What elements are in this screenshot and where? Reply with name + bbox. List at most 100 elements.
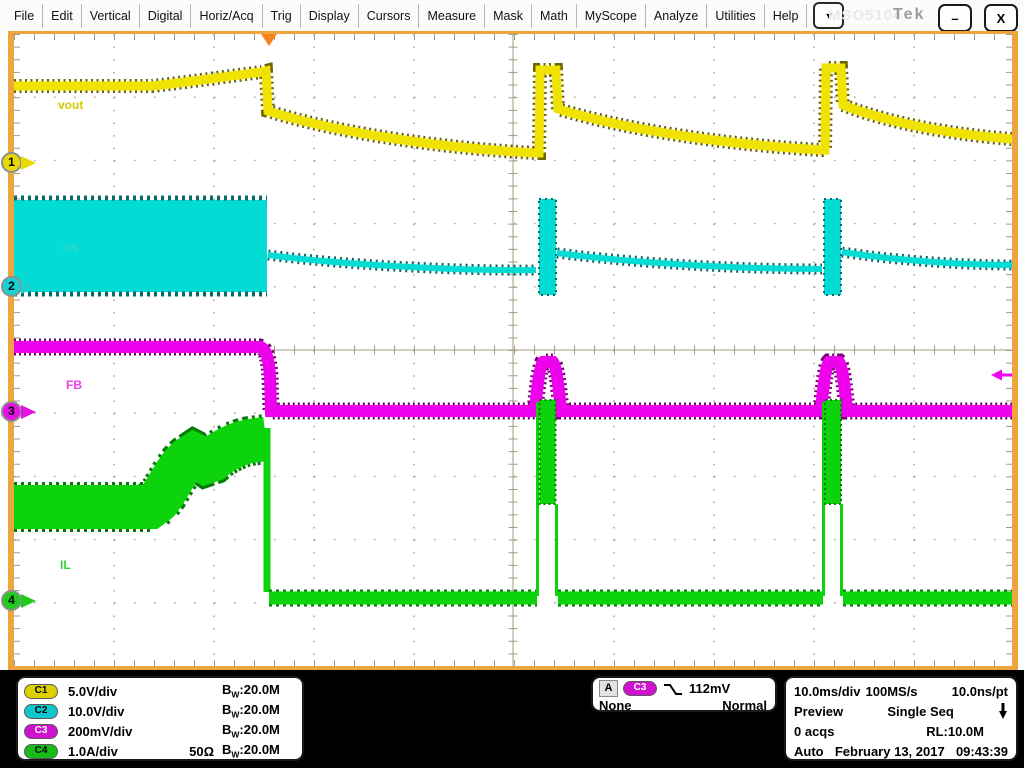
ch2-reference-marker[interactable]: 2 [1, 276, 22, 297]
menu-separator [484, 3, 486, 28]
readout-bar: C1 5.0V/div BW:20.0M C2 10.0V/div BW:20.… [0, 670, 1024, 768]
falling-edge-icon [663, 681, 683, 697]
menu-item-edit[interactable]: Edit [51, 8, 73, 23]
menu-item-help[interactable]: Help [772, 8, 799, 23]
menu-item-digital[interactable]: Digital [147, 8, 183, 23]
ch1-label: vout [58, 98, 84, 112]
ch2-scale: 10.0V/div [68, 703, 125, 719]
trigger-mode: Normal [722, 697, 767, 713]
trigger-channel-pill[interactable]: C3 [623, 681, 657, 696]
acqs-count: 0 acqs [794, 723, 835, 739]
ch3-scale: 200mV/div [68, 723, 133, 739]
model-label: MSO5104 [828, 7, 903, 24]
trigger-mode-row: None Normal [599, 697, 767, 713]
close-button[interactable]: X [984, 4, 1018, 32]
ch1-scale: 5.0V/div [68, 683, 118, 699]
trigger-level-icon[interactable] [991, 369, 1012, 381]
trigger-holdoff: None [599, 697, 632, 713]
menu-item-measure[interactable]: Measure [427, 8, 477, 23]
acqs-row: 0 acqs RL:10.0M [794, 721, 1008, 741]
menu-separator [80, 3, 82, 28]
resolution-value: 10.0ns/pt [951, 683, 1008, 699]
menu-item-display[interactable]: Display [308, 8, 350, 23]
acq-state-row: Preview Single Seq [794, 701, 1008, 721]
ch2-readout-row: C2 10.0V/div BW:20.0M [24, 701, 294, 721]
trigger-level-value: 112mV [689, 681, 731, 696]
ch4-impedance: 50Ω [189, 743, 214, 759]
timing-readout-box: 10.0ms/div 100MS/s 10.0ns/pt Preview Sin… [784, 676, 1018, 761]
menu-item-cursors[interactable]: Cursors [366, 8, 411, 23]
ch2-bandwidth: BW:20.0M [222, 702, 280, 720]
record-length: RL:10.0M [926, 723, 984, 739]
ch1-readout-row: C1 5.0V/div BW:20.0M [24, 681, 294, 701]
menu-separator [531, 3, 532, 28]
menu-separator [706, 3, 708, 28]
timebase-row: 10.0ms/div 100MS/s 10.0ns/pt [794, 681, 1008, 701]
samplerate-value: 100MS/s [865, 683, 918, 699]
acq-state: Preview [794, 703, 844, 719]
ch3-reference-marker[interactable]: 3 [1, 401, 22, 422]
ch1-pill[interactable]: C1 [24, 683, 58, 699]
ch1-trace [14, 61, 1012, 160]
graticule-and-traces [14, 34, 1012, 666]
menu-item-myscope[interactable]: MyScope [584, 8, 637, 23]
waveform-display [8, 31, 1018, 670]
menu-separator [299, 3, 301, 28]
tek-logo: Tek [893, 6, 926, 23]
menu-separator [261, 3, 263, 28]
menu-separator [763, 3, 765, 28]
trigger-position-icon[interactable] [261, 34, 277, 46]
menu-separator [575, 3, 577, 28]
timebase-value: 10.0ms/div [794, 683, 861, 699]
date-value: February 13, 2017 [834, 743, 945, 759]
ch4-bandwidth: BW:20.0M [222, 742, 280, 760]
acq-mode: Single Seq [887, 703, 954, 719]
menu-item-utilities[interactable]: Utilities [715, 8, 756, 23]
ch2-reference-arrow-icon [21, 280, 36, 294]
menu-item-horiz-acq[interactable]: Horiz/Acq [199, 8, 254, 23]
trigger-source-badge: A [599, 680, 618, 697]
menu-separator [418, 3, 420, 28]
ch3-reference-arrow-icon [21, 405, 36, 419]
ch3-label: FB [66, 378, 82, 392]
menubar-items: File Edit Vertical Digital Horiz/Acq Trig Disp… [0, 0, 806, 31]
minimize-button[interactable]: – [938, 4, 972, 32]
channel-readout-box: C1 5.0V/div BW:20.0M C2 10.0V/div BW:20.… [16, 676, 304, 761]
menu-separator [357, 3, 359, 28]
ch4-reference-arrow-icon [21, 594, 36, 608]
time-value: 09:43:39 [955, 743, 1008, 759]
ch3-readout-row: C3 200mV/div BW:20.0M [24, 721, 294, 741]
menu-item-file[interactable]: File [14, 8, 35, 23]
ch4-label: IL [60, 558, 71, 572]
menubar: File Edit Vertical Digital Horiz/Acq Trig Disp… [0, 0, 1024, 31]
ch3-trace [14, 338, 1012, 420]
ch2-trace [14, 195, 1012, 297]
datetime-row: Auto February 13, 2017 09:43:39 [794, 741, 1008, 761]
ch4-scale: 1.0A/div [68, 743, 118, 759]
ch3-pill[interactable]: C3 [24, 723, 58, 739]
trigger-source-row: A C3 112mV [599, 680, 767, 697]
menu-item-vertical[interactable]: Vertical [89, 8, 131, 23]
menu-separator [42, 3, 44, 28]
menu-separator [806, 3, 808, 28]
ch4-trace [14, 399, 1012, 607]
ch1-reference-arrow-icon [21, 156, 36, 170]
menu-overflow-button[interactable]: ▼ [813, 2, 845, 29]
ch4-readout-row: C4 1.0A/div 50Ω BW:20.0M [24, 741, 294, 761]
ch1-bandwidth: BW:20.0M [222, 682, 280, 700]
menu-separator [190, 3, 192, 28]
ch2-pill[interactable]: C2 [24, 703, 58, 719]
menu-separator [644, 3, 646, 28]
ch2-label: sw [62, 240, 79, 254]
trig-mode: Auto [794, 743, 824, 759]
menu-item-mask[interactable]: Mask [493, 8, 523, 23]
menu-item-math[interactable]: Math [540, 8, 568, 23]
single-seq-icon [998, 702, 1008, 720]
ch4-pill[interactable]: C4 [24, 743, 58, 759]
menu-separator [138, 3, 140, 28]
ch4-reference-marker[interactable]: 4 [1, 590, 22, 611]
menu-item-trig[interactable]: Trig [270, 8, 292, 23]
menu-item-analyze[interactable]: Analyze [653, 8, 699, 23]
ch1-reference-marker[interactable]: 1 [1, 152, 22, 173]
